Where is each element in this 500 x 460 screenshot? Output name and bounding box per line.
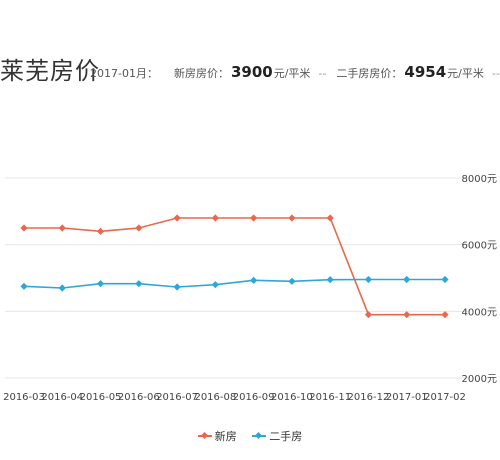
data-point[interactable] <box>441 275 449 284</box>
data-point[interactable] <box>173 214 181 222</box>
page-title: 莱芜房价 <box>0 57 100 85</box>
second-price-value: 4954 <box>404 63 447 81</box>
data-point[interactable] <box>364 311 373 319</box>
x-tick-label: 2017-01 <box>386 392 428 403</box>
summary-month: 2017-01月： <box>90 67 158 80</box>
new-price-unit: 元/平米 <box>273 67 311 80</box>
x-tick-label: 2016-04 <box>41 392 83 403</box>
x-tick-label: 2016-10 <box>271 392 313 403</box>
x-tick-label: 2016-05 <box>80 392 122 403</box>
series-layer <box>20 214 449 319</box>
data-point[interactable] <box>96 227 105 235</box>
legend: 新房 二手房 <box>0 428 500 444</box>
second-price-trend: -- <box>491 67 500 80</box>
data-point[interactable] <box>211 214 219 222</box>
legend-second-marker <box>252 432 267 440</box>
data-point[interactable] <box>173 283 181 291</box>
x-axis: 2016-032016-042016-052016-062016-072016-… <box>3 392 466 403</box>
data-point[interactable] <box>403 311 411 319</box>
x-tick-label: 2016-08 <box>194 392 236 403</box>
new-price-trend: -- <box>318 67 327 80</box>
new-price-label: 新房房价： <box>173 67 229 80</box>
x-tick-label: 2016-09 <box>233 392 275 403</box>
data-point[interactable] <box>288 214 296 222</box>
data-point[interactable] <box>211 281 219 289</box>
legend-item-second[interactable]: 二手房 <box>252 428 302 444</box>
data-point[interactable] <box>250 214 258 222</box>
y-tick-label: 8000元 <box>462 174 497 185</box>
legend-second-label: 二手房 <box>269 430 303 443</box>
legend-item-new[interactable]: 新房 <box>197 428 237 444</box>
data-point[interactable] <box>326 214 334 222</box>
series-new <box>20 214 449 319</box>
data-point[interactable] <box>364 275 373 284</box>
data-point[interactable] <box>326 276 334 284</box>
data-point[interactable] <box>250 276 258 284</box>
x-tick-label: 2016-12 <box>348 392 390 403</box>
data-point[interactable] <box>20 224 28 232</box>
x-tick-label: 2016-06 <box>118 392 160 403</box>
legend-new-label: 新房 <box>214 430 237 443</box>
y-tick-label: 6000元 <box>462 241 497 252</box>
y-axis: 2000元 4000元 6000元 8000元 <box>462 174 497 385</box>
series-second <box>20 275 449 292</box>
data-point[interactable] <box>20 282 28 290</box>
data-point[interactable] <box>288 277 296 285</box>
second-price-label: 二手房房价： <box>336 67 403 80</box>
series-line <box>24 217 445 316</box>
data-point[interactable] <box>135 224 143 232</box>
x-tick-label: 2016-03 <box>3 392 45 403</box>
second-price-unit: 元/平米 <box>447 67 484 80</box>
data-point[interactable] <box>441 311 449 319</box>
x-tick-label: 2016-11 <box>309 392 351 403</box>
data-point[interactable] <box>403 275 411 284</box>
new-price-value: 3900 <box>230 63 273 81</box>
y-tick-label: 2000元 <box>462 374 497 385</box>
data-point[interactable] <box>96 280 105 288</box>
data-point[interactable] <box>135 280 143 288</box>
legend-new-marker <box>197 432 212 440</box>
series-line <box>23 278 445 289</box>
grid-lines <box>5 177 470 379</box>
x-tick-label: 2016-07 <box>156 392 198 403</box>
price-summary: 2017-01月： 新房房价： 3900元/平米 -- 二手房房价： 4954元/平米 -- <box>90 63 500 81</box>
data-point[interactable] <box>58 284 66 292</box>
data-point[interactable] <box>58 224 66 232</box>
y-tick-label: 4000元 <box>462 307 497 318</box>
x-tick-label: 2017-02 <box>424 392 466 403</box>
